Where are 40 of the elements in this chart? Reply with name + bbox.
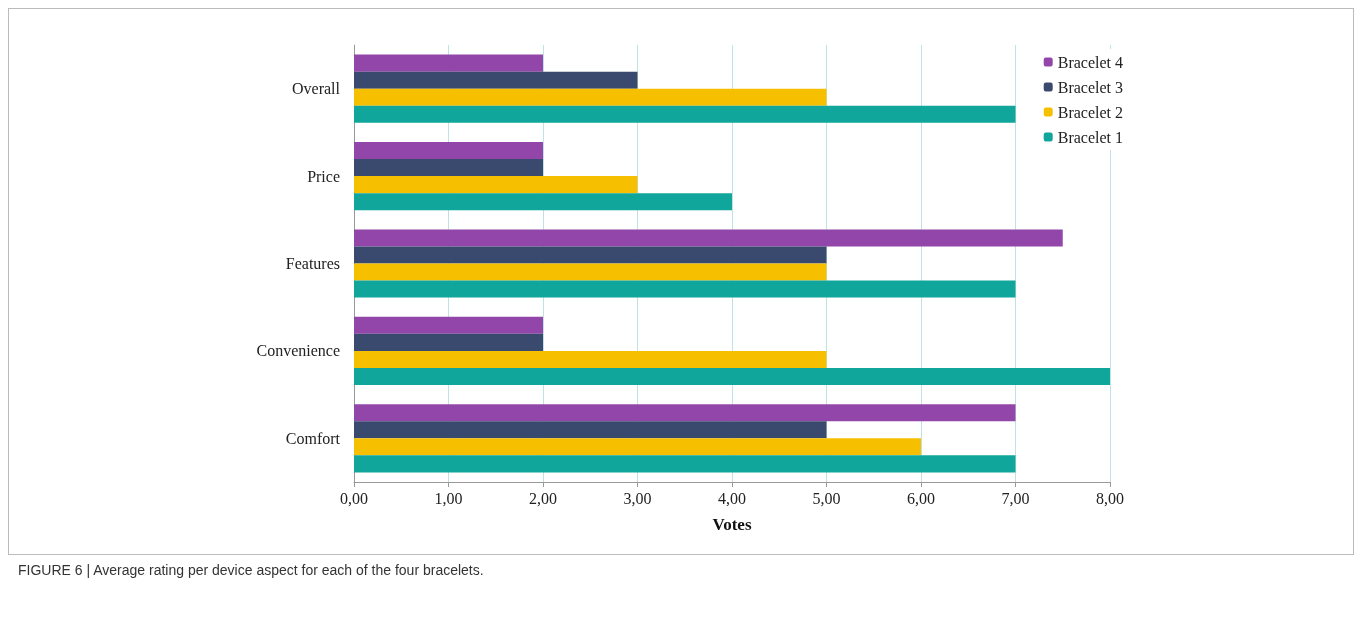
bar — [354, 333, 543, 351]
y-tick-label: Convenience — [256, 342, 340, 360]
bar — [354, 229, 1063, 247]
x-tick-label: 6,00 — [907, 489, 935, 507]
bar — [354, 54, 543, 72]
bar — [354, 71, 638, 89]
x-tick-label: 2,00 — [529, 489, 557, 507]
y-tick-label: Overall — [292, 80, 341, 98]
bar — [354, 455, 1016, 473]
caption: FIGURE 6 | Average rating per device aspect for each of the four bracelets. — [18, 562, 484, 578]
bar — [354, 88, 827, 106]
x-tick-label: 4,00 — [718, 489, 746, 507]
bar — [354, 404, 1016, 422]
bar — [354, 280, 1016, 298]
y-tick-label: Comfort — [285, 429, 341, 447]
x-axis-title: Votes — [712, 515, 752, 534]
bar — [354, 316, 543, 334]
bar — [354, 176, 638, 194]
x-tick-label: 0,00 — [340, 489, 368, 507]
bar — [354, 193, 732, 211]
bar — [354, 421, 827, 439]
bar — [354, 438, 921, 456]
x-tick-label: 7,00 — [1001, 489, 1030, 507]
x-tick-label: 8,00 — [1096, 489, 1124, 507]
x-tick-label: 3,00 — [623, 489, 652, 507]
legend-label: Bracelet 1 — [1057, 128, 1123, 146]
bar — [354, 367, 1110, 385]
legend-label: Bracelet 2 — [1057, 103, 1123, 121]
bar — [354, 142, 543, 160]
bar — [354, 105, 1016, 123]
legend-label: Bracelet 3 — [1057, 78, 1123, 96]
legend-label: Bracelet 4 — [1057, 53, 1123, 71]
y-tick-label: Price — [307, 167, 340, 185]
x-tick-label: 1,00 — [434, 489, 463, 507]
bar — [354, 350, 827, 368]
y-tick-label: Features — [285, 255, 340, 272]
bar — [354, 263, 827, 281]
x-tick-label: 5,00 — [812, 489, 841, 507]
bar — [354, 246, 827, 264]
bar — [354, 159, 543, 177]
